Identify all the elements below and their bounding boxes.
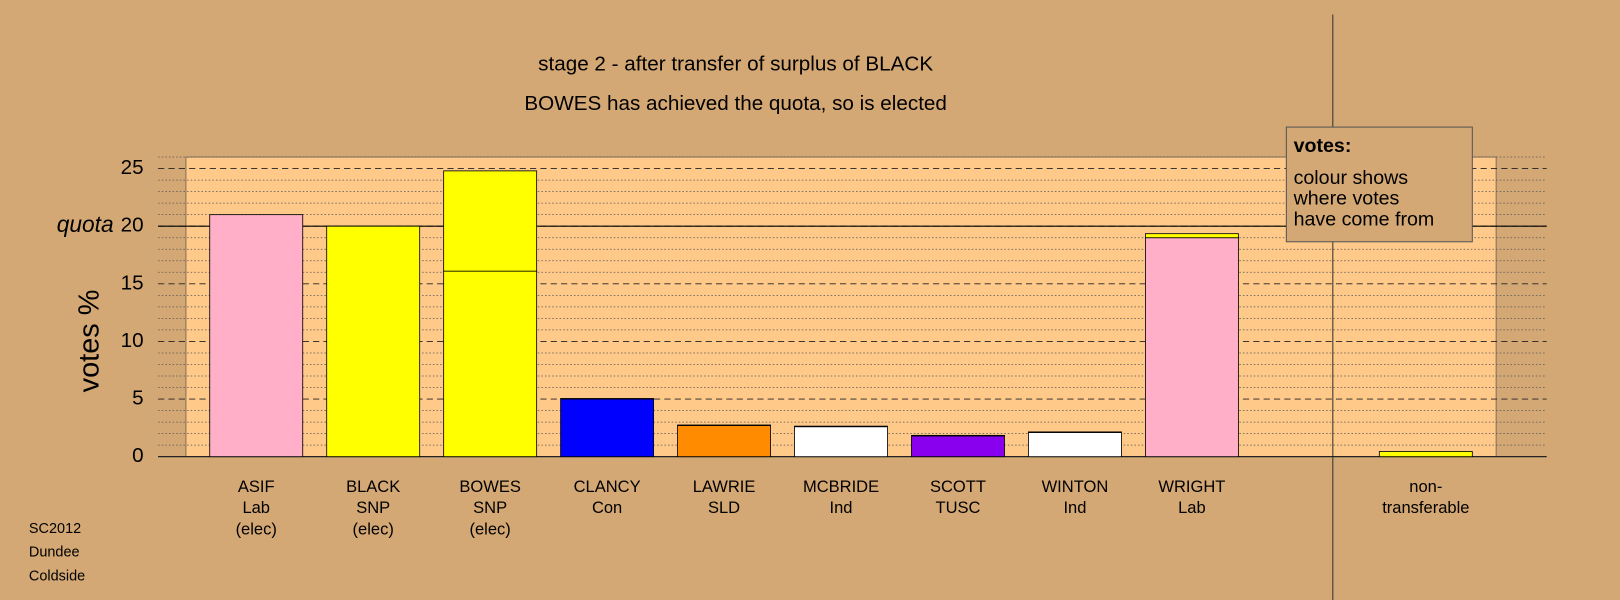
- x-tick-label: Con: [592, 498, 622, 517]
- footer-text: Coldside: [29, 568, 85, 584]
- x-tick-label: CLANCY: [574, 477, 641, 496]
- x-tick-label: Ind: [830, 498, 853, 517]
- bar-segment: [560, 398, 655, 458]
- y-axis-label: votes %: [74, 290, 106, 393]
- chart-subtitle: BOWES has achieved the quota, so is elec…: [524, 92, 947, 115]
- bar-segment: [1378, 451, 1473, 458]
- y-tick-label: 25: [121, 156, 144, 179]
- x-tick-label: WINTON: [1042, 477, 1109, 496]
- bar-segment: [677, 424, 771, 426]
- y-tick-label: 5: [132, 387, 144, 410]
- bar-segment: [794, 425, 888, 428]
- y-tick-label: 15: [121, 271, 144, 294]
- x-tick-label: BLACK: [346, 477, 400, 496]
- x-tick-label: (elec): [353, 519, 394, 538]
- x-tick-label: ASIF: [238, 477, 275, 496]
- bar-segment: [209, 214, 304, 458]
- y-tick-label: 20: [121, 214, 144, 237]
- x-tick-label: transferable: [1382, 498, 1469, 517]
- plot: 0 5 10 15 20 25 quota ASIF Lab (elec) BLACK SNP (ele…: [57, 156, 1547, 538]
- chart-title: stage 2 - after transfer of surplus of B…: [538, 53, 933, 76]
- legend-box: [1285, 126, 1473, 243]
- bar-segment: [1028, 431, 1122, 433]
- x-tick-label: SNP: [473, 498, 507, 517]
- bar-segment: [1144, 233, 1239, 239]
- bar-segment: [677, 425, 771, 458]
- x-tick-label: SLD: [708, 498, 740, 517]
- x-tick-label: (elec): [236, 519, 277, 538]
- x-tick-label: LAWRIE: [693, 477, 756, 496]
- x-tick-label: Lab: [242, 498, 270, 517]
- quota-label: quota: [57, 211, 114, 237]
- x-tick-label: SCOTT: [930, 477, 986, 496]
- y-tick-label: 0: [132, 444, 144, 467]
- legend-text: where votes: [1293, 188, 1400, 210]
- x-tick-label: BOWES: [459, 477, 520, 496]
- legend-text: have come from: [1294, 208, 1435, 230]
- bar-segment: [911, 434, 1005, 437]
- x-tick-label: non-: [1409, 477, 1442, 496]
- bar-segment: [794, 426, 888, 458]
- bar-segment: [326, 225, 421, 458]
- x-tick-label: SNP: [356, 498, 390, 517]
- footer-text: SC2012: [29, 521, 81, 537]
- x-tick-label: (elec): [469, 519, 510, 538]
- legend-text: colour shows: [1294, 167, 1409, 189]
- x-tick-label: MCBRIDE: [803, 477, 879, 496]
- y-tick-label: 10: [121, 329, 144, 352]
- bar-segment: [911, 435, 1005, 458]
- x-tick-label: WRIGHT: [1158, 477, 1225, 496]
- x-tick-label: TUSC: [935, 498, 980, 517]
- footer-text: Dundee: [29, 545, 80, 561]
- bar-segment: [1144, 237, 1239, 458]
- legend-title: votes:: [1294, 135, 1352, 157]
- bar-segment: [443, 170, 538, 272]
- bar-segment: [443, 270, 538, 458]
- bar-segment: [560, 398, 655, 400]
- x-tick-label: Lab: [1178, 498, 1206, 517]
- footer: SC2012 Dundee Coldside: [29, 521, 85, 585]
- bar-segment: [1028, 432, 1122, 458]
- x-tick-label: Ind: [1063, 498, 1086, 517]
